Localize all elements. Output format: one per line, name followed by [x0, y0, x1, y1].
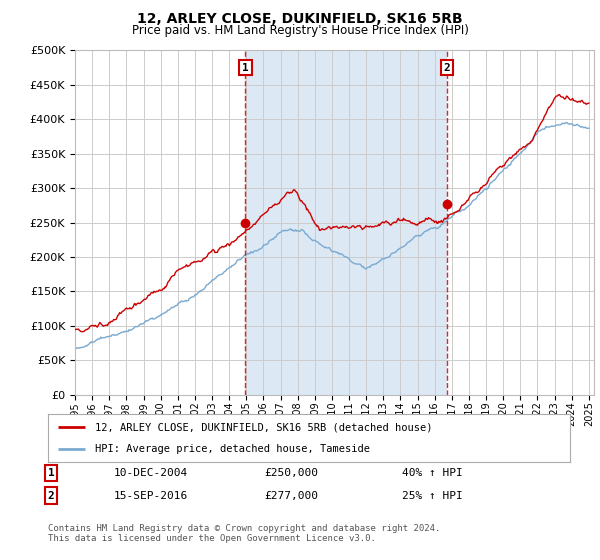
- Text: 12, ARLEY CLOSE, DUKINFIELD, SK16 5RB: 12, ARLEY CLOSE, DUKINFIELD, SK16 5RB: [137, 12, 463, 26]
- Bar: [245, 50, 447, 395]
- Text: 2: 2: [47, 491, 55, 501]
- Text: 12, ARLEY CLOSE, DUKINFIELD, SK16 5RB (detached house): 12, ARLEY CLOSE, DUKINFIELD, SK16 5RB (d…: [95, 422, 433, 432]
- Text: 1: 1: [47, 468, 55, 478]
- Text: 40% ↑ HPI: 40% ↑ HPI: [402, 468, 463, 478]
- Text: 15-SEP-2016: 15-SEP-2016: [114, 491, 188, 501]
- Text: £250,000: £250,000: [264, 468, 318, 478]
- Text: HPI: Average price, detached house, Tameside: HPI: Average price, detached house, Tame…: [95, 444, 370, 454]
- Text: £277,000: £277,000: [264, 491, 318, 501]
- Text: Price paid vs. HM Land Registry's House Price Index (HPI): Price paid vs. HM Land Registry's House …: [131, 24, 469, 36]
- Text: 2: 2: [443, 63, 450, 73]
- Text: Contains HM Land Registry data © Crown copyright and database right 2024.
This d: Contains HM Land Registry data © Crown c…: [48, 524, 440, 543]
- Text: 1: 1: [242, 63, 249, 73]
- Text: 25% ↑ HPI: 25% ↑ HPI: [402, 491, 463, 501]
- Text: 10-DEC-2004: 10-DEC-2004: [114, 468, 188, 478]
